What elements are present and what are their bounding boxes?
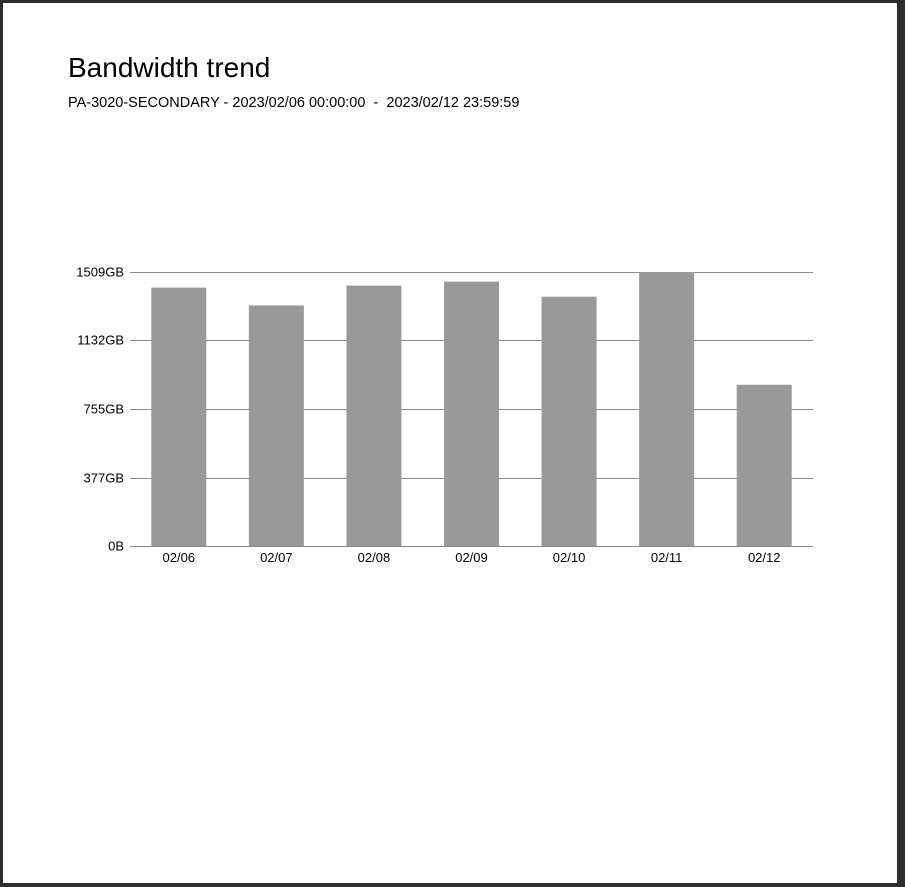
y-tick-label: 1509GB: [76, 265, 124, 280]
y-tick-label: 377GB: [84, 471, 124, 486]
bar-02-11: [639, 272, 695, 546]
y-tick-label: 0B: [108, 539, 124, 554]
bars: [151, 272, 792, 546]
y-tick-labels: 0B 377GB 755GB 1132GB 1509GB: [76, 265, 124, 554]
x-tick-label: 02/10: [553, 550, 586, 565]
y-tick-label: 755GB: [84, 402, 124, 417]
x-tick-label: 02/06: [163, 550, 196, 565]
chart-title: Bandwidth trend: [68, 52, 271, 83]
x-tick-label: 02/09: [455, 550, 488, 565]
bar-02-08: [346, 285, 402, 546]
report-page: Bandwidth trend PA-3020-SECONDARY - 2023…: [3, 3, 897, 883]
bar-02-12: [736, 384, 792, 546]
bar-02-06: [151, 287, 207, 546]
y-tick-label: 1132GB: [77, 333, 124, 348]
x-tick-label: 02/11: [651, 550, 683, 565]
x-tick-label: 02/12: [748, 550, 781, 565]
bandwidth-bar-chart: 0B 377GB 755GB 1132GB 1509GB 02/06 02/07 02/08…: [76, 265, 813, 565]
bar-02-09: [444, 281, 499, 546]
x-tick-label: 02/07: [260, 550, 293, 565]
chart-subtitle: PA-3020-SECONDARY - 2023/02/06 00:00:00 …: [68, 95, 520, 111]
x-tick-labels: 02/06 02/07 02/08 02/09 02/10 02/11 02/12: [163, 550, 781, 565]
bar-02-07: [248, 305, 304, 546]
bar-02-10: [541, 296, 597, 546]
x-tick-label: 02/08: [358, 550, 391, 565]
